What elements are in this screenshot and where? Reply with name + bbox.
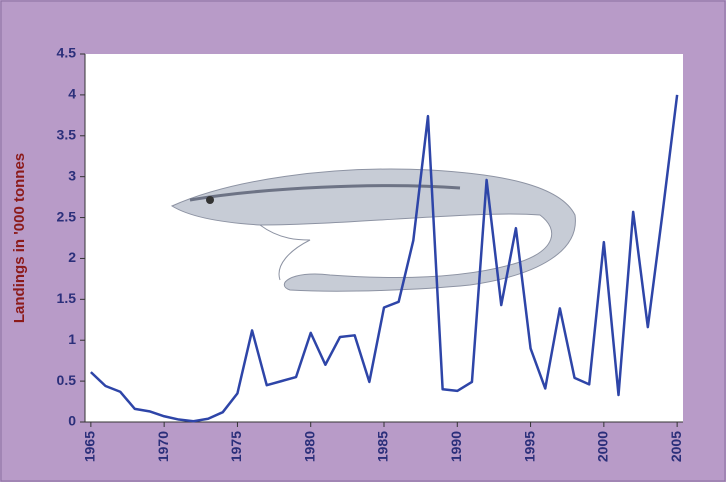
x-tick-label: 1995	[521, 431, 537, 462]
x-tick-label: 2000	[595, 431, 611, 462]
x-tick-label: 1985	[375, 431, 391, 462]
y-tick-label: 1	[68, 331, 76, 347]
x-tick-label: 1970	[155, 431, 171, 462]
x-tick-label: 2005	[668, 431, 684, 462]
y-tick-label: 2	[68, 249, 76, 265]
x-tick-label: 1965	[82, 431, 98, 462]
x-tick-label: 1980	[301, 431, 317, 462]
x-tick-label: 1975	[228, 431, 244, 462]
y-tick-label: 0	[68, 413, 76, 429]
fish-illustration	[170, 168, 576, 292]
y-tick-label: 0.5	[57, 372, 77, 388]
plot-area	[85, 54, 683, 422]
y-axis-label: Landings in '000 tonnes	[11, 153, 28, 323]
y-tick-label: 4	[68, 86, 76, 102]
data-line	[90, 94, 679, 423]
y-tick-label: 4.5	[57, 45, 77, 61]
y-tick-label: 3.5	[57, 126, 77, 142]
y-tick-label: 1.5	[57, 290, 77, 306]
y-tick-label: 3	[68, 167, 76, 183]
x-tick-label: 1990	[448, 431, 464, 462]
y-tick-label: 2.5	[57, 208, 77, 224]
